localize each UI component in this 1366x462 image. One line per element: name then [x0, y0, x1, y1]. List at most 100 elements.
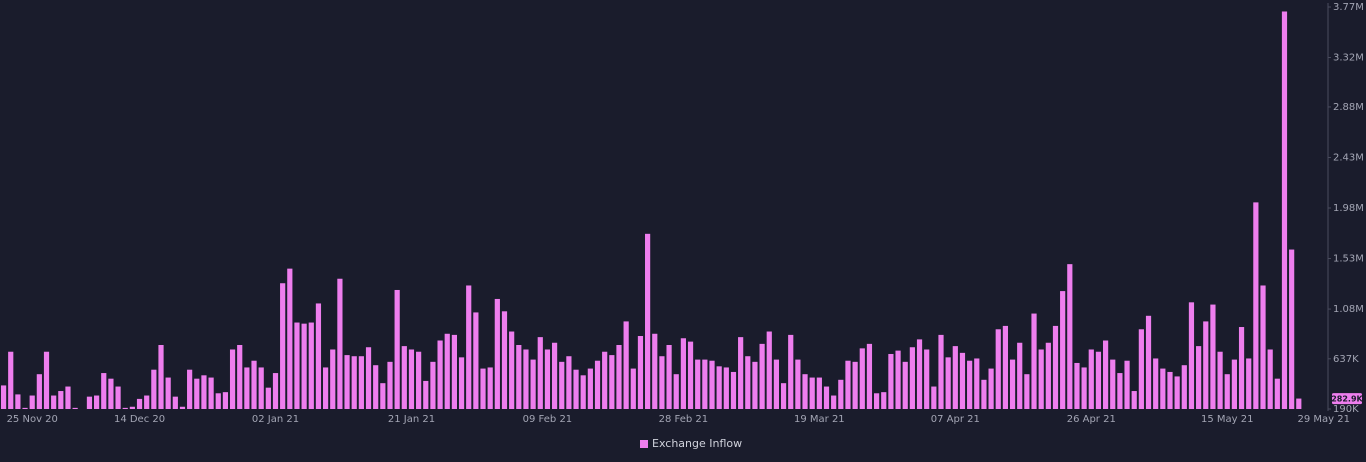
- bar: [308, 322, 314, 409]
- bar: [1224, 374, 1230, 409]
- bar: [294, 322, 300, 409]
- bar: [602, 351, 608, 409]
- bar: [473, 312, 479, 409]
- bar: [1238, 327, 1245, 409]
- bar: [1081, 367, 1087, 409]
- bar: [337, 278, 343, 409]
- bar: [1024, 374, 1030, 409]
- bar: [458, 357, 465, 409]
- y-tick-label: 1.08M: [1333, 304, 1364, 315]
- bar: [1095, 351, 1102, 409]
- bar: [287, 268, 293, 409]
- bar: [523, 349, 529, 409]
- bar: [1289, 249, 1295, 409]
- current-value-label: 282.9K: [1331, 395, 1363, 404]
- bar: [623, 321, 629, 409]
- bar: [566, 356, 572, 409]
- x-tick-label: 25 Nov 20: [7, 414, 58, 425]
- legend-label: Exchange Inflow: [652, 437, 742, 450]
- bar: [530, 359, 536, 409]
- bar: [544, 349, 551, 409]
- bar: [738, 337, 744, 409]
- bar: [716, 366, 722, 409]
- bar: [1281, 11, 1288, 410]
- bar: [251, 360, 257, 409]
- bar: [859, 348, 865, 409]
- bar: [1102, 340, 1109, 409]
- bar: [86, 396, 93, 409]
- bar: [94, 395, 100, 409]
- bar: [802, 374, 808, 409]
- bar: [1067, 264, 1073, 409]
- bar: [1196, 346, 1202, 409]
- bar: [1074, 362, 1080, 409]
- y-tick-label: 3.77M: [1333, 2, 1364, 13]
- bar: [29, 395, 35, 409]
- bar: [344, 355, 350, 409]
- bar: [58, 391, 64, 409]
- bar: [831, 395, 837, 409]
- bar: [51, 395, 57, 409]
- bar: [587, 368, 593, 409]
- bar: [229, 349, 236, 409]
- bar: [280, 283, 286, 409]
- bar: [1181, 365, 1187, 409]
- bar: [1145, 315, 1152, 409]
- x-tick-label: 15 May 21: [1201, 414, 1253, 425]
- y-tick-label: 1.53M: [1333, 254, 1364, 265]
- bar: [408, 349, 415, 409]
- x-tick-label: 21 Jan 21: [388, 414, 435, 425]
- bar: [1131, 391, 1137, 409]
- bar: [108, 378, 114, 409]
- bar: [1031, 313, 1037, 409]
- bar: [759, 343, 765, 409]
- bar: [401, 346, 407, 409]
- bar: [1017, 342, 1023, 409]
- bar: [1167, 371, 1173, 409]
- bar: [144, 395, 150, 409]
- bar: [351, 356, 357, 409]
- bar: [609, 355, 615, 409]
- y-tick-label: 3.32M: [1333, 53, 1364, 64]
- bar: [1267, 349, 1273, 409]
- bar: [1138, 329, 1144, 409]
- bar: [315, 303, 322, 409]
- bar: [509, 331, 515, 409]
- bar: [816, 377, 822, 409]
- bar: [72, 407, 78, 409]
- bar: [501, 311, 508, 409]
- bar: [852, 361, 858, 409]
- bar: [931, 386, 937, 409]
- bar: [938, 334, 944, 409]
- bar: [823, 386, 830, 409]
- bar: [637, 336, 644, 409]
- bar: [766, 331, 772, 409]
- bar: [480, 368, 486, 409]
- bar: [687, 341, 694, 409]
- bar: [788, 334, 794, 409]
- bar: [1045, 342, 1051, 409]
- bar: [1296, 398, 1302, 409]
- bar: [680, 338, 686, 409]
- bar: [730, 371, 737, 409]
- x-tick-label: 09 Feb 21: [523, 414, 573, 425]
- bar: [1246, 358, 1252, 409]
- bar: [1217, 351, 1223, 409]
- bar: [1188, 302, 1195, 409]
- bar: [222, 392, 229, 409]
- bar: [172, 396, 178, 409]
- bar: [752, 361, 758, 409]
- bar: [809, 377, 815, 409]
- bar: [301, 323, 307, 409]
- x-tick-label: 28 Feb 21: [659, 414, 709, 425]
- bar: [909, 347, 915, 409]
- x-tick-label: 02 Jan 21: [252, 414, 299, 425]
- bar: [559, 361, 565, 409]
- current-value-badge: [1332, 393, 1362, 405]
- bar: [194, 378, 200, 409]
- bar: [1009, 359, 1016, 409]
- bar: [645, 233, 651, 409]
- bar: [745, 356, 751, 409]
- bar: [873, 393, 880, 409]
